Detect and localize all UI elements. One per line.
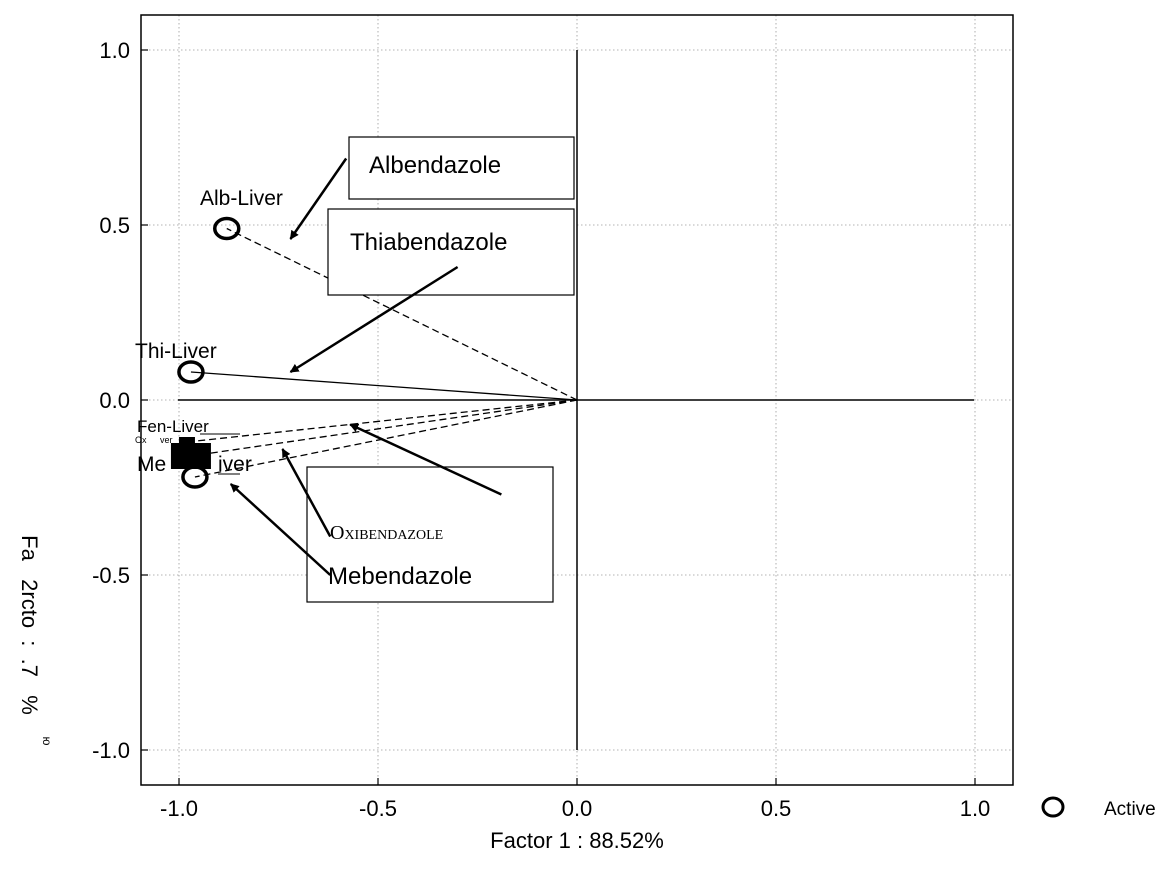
y-tick-label: 0.5	[99, 213, 130, 238]
loading-line-thi-liver	[190, 371, 578, 401]
annotation-arrow-unlabeled-4	[349, 423, 502, 496]
oxi-meb-box	[306, 466, 554, 603]
point-alb-liver	[213, 216, 241, 241]
legend-active-icon	[1041, 796, 1065, 818]
point-meb-liver	[181, 465, 209, 489]
label-meb-prefix: Me	[137, 453, 166, 476]
annotation-mebendazole: Mebendazole	[328, 563, 472, 590]
x-axis-label: Factor 1 : 88.52%	[490, 828, 664, 853]
x-tick-label: 0.5	[761, 796, 792, 821]
x-tick-label: -1.0	[160, 796, 198, 821]
legend-active-label: Active	[1104, 799, 1156, 820]
point-thi-liver	[177, 360, 205, 384]
label-oxi-prefix: Ox	[135, 435, 147, 445]
loading-line-oxi-liver	[190, 399, 578, 457]
annotation-arrow-oxibendazole	[281, 448, 332, 538]
thiabendazole-box	[327, 208, 575, 296]
label-thi-liver: Thi-Liver	[135, 340, 217, 363]
label-oxi-suffix: ver	[160, 435, 173, 445]
label-meb-suffix: iver	[218, 453, 252, 476]
y-tick-label: -1.0	[92, 738, 130, 763]
label-fen-liver: Fen-Liver	[137, 417, 209, 436]
y-axis-label-fragment: ю	[40, 737, 54, 746]
annotation-thiabendazole: Thiabendazole	[350, 229, 507, 256]
label-alb-liver: Alb-Liver	[200, 187, 283, 210]
x-tick-label: -0.5	[359, 796, 397, 821]
y-tick-label: 0.0	[99, 388, 130, 413]
annotation-arrow-albendazole	[289, 157, 348, 240]
loading-line-meb-liver	[194, 399, 578, 478]
y-axis-label: Fa 2rcto : .7 %	[17, 535, 42, 715]
albendazole-box	[348, 136, 575, 200]
annotation-oxibendazole: Oxibendazole	[330, 522, 443, 544]
y-tick-label: 1.0	[99, 38, 130, 63]
annotation-albendazole: Albendazole	[369, 152, 501, 179]
axis-ticks: -1.0 -0.5 0.0 0.5 1.0 1.0 0.5 0.0 -0.5 -1.0	[92, 38, 990, 821]
y-tick-label: -0.5	[92, 563, 130, 588]
data-points	[170, 216, 241, 489]
loading-line-alb-liver	[226, 227, 578, 401]
annotation-arrow-mebendazole	[229, 483, 332, 576]
loading-lines	[186, 227, 578, 478]
y-axis-label-fragment-group: ю	[40, 737, 54, 746]
point-fen-liver	[178, 437, 195, 447]
point-oxi-liver	[170, 443, 211, 469]
x-tick-label: 0.0	[562, 796, 593, 821]
x-tick-label: 1.0	[960, 796, 991, 821]
y-axis-label-group: Fa 2rcto : .7 %	[17, 535, 42, 715]
annotation-arrows	[229, 157, 502, 576]
loading-line-fen-liver	[186, 399, 578, 443]
annotation-arrow-thiabendazole	[289, 265, 459, 374]
